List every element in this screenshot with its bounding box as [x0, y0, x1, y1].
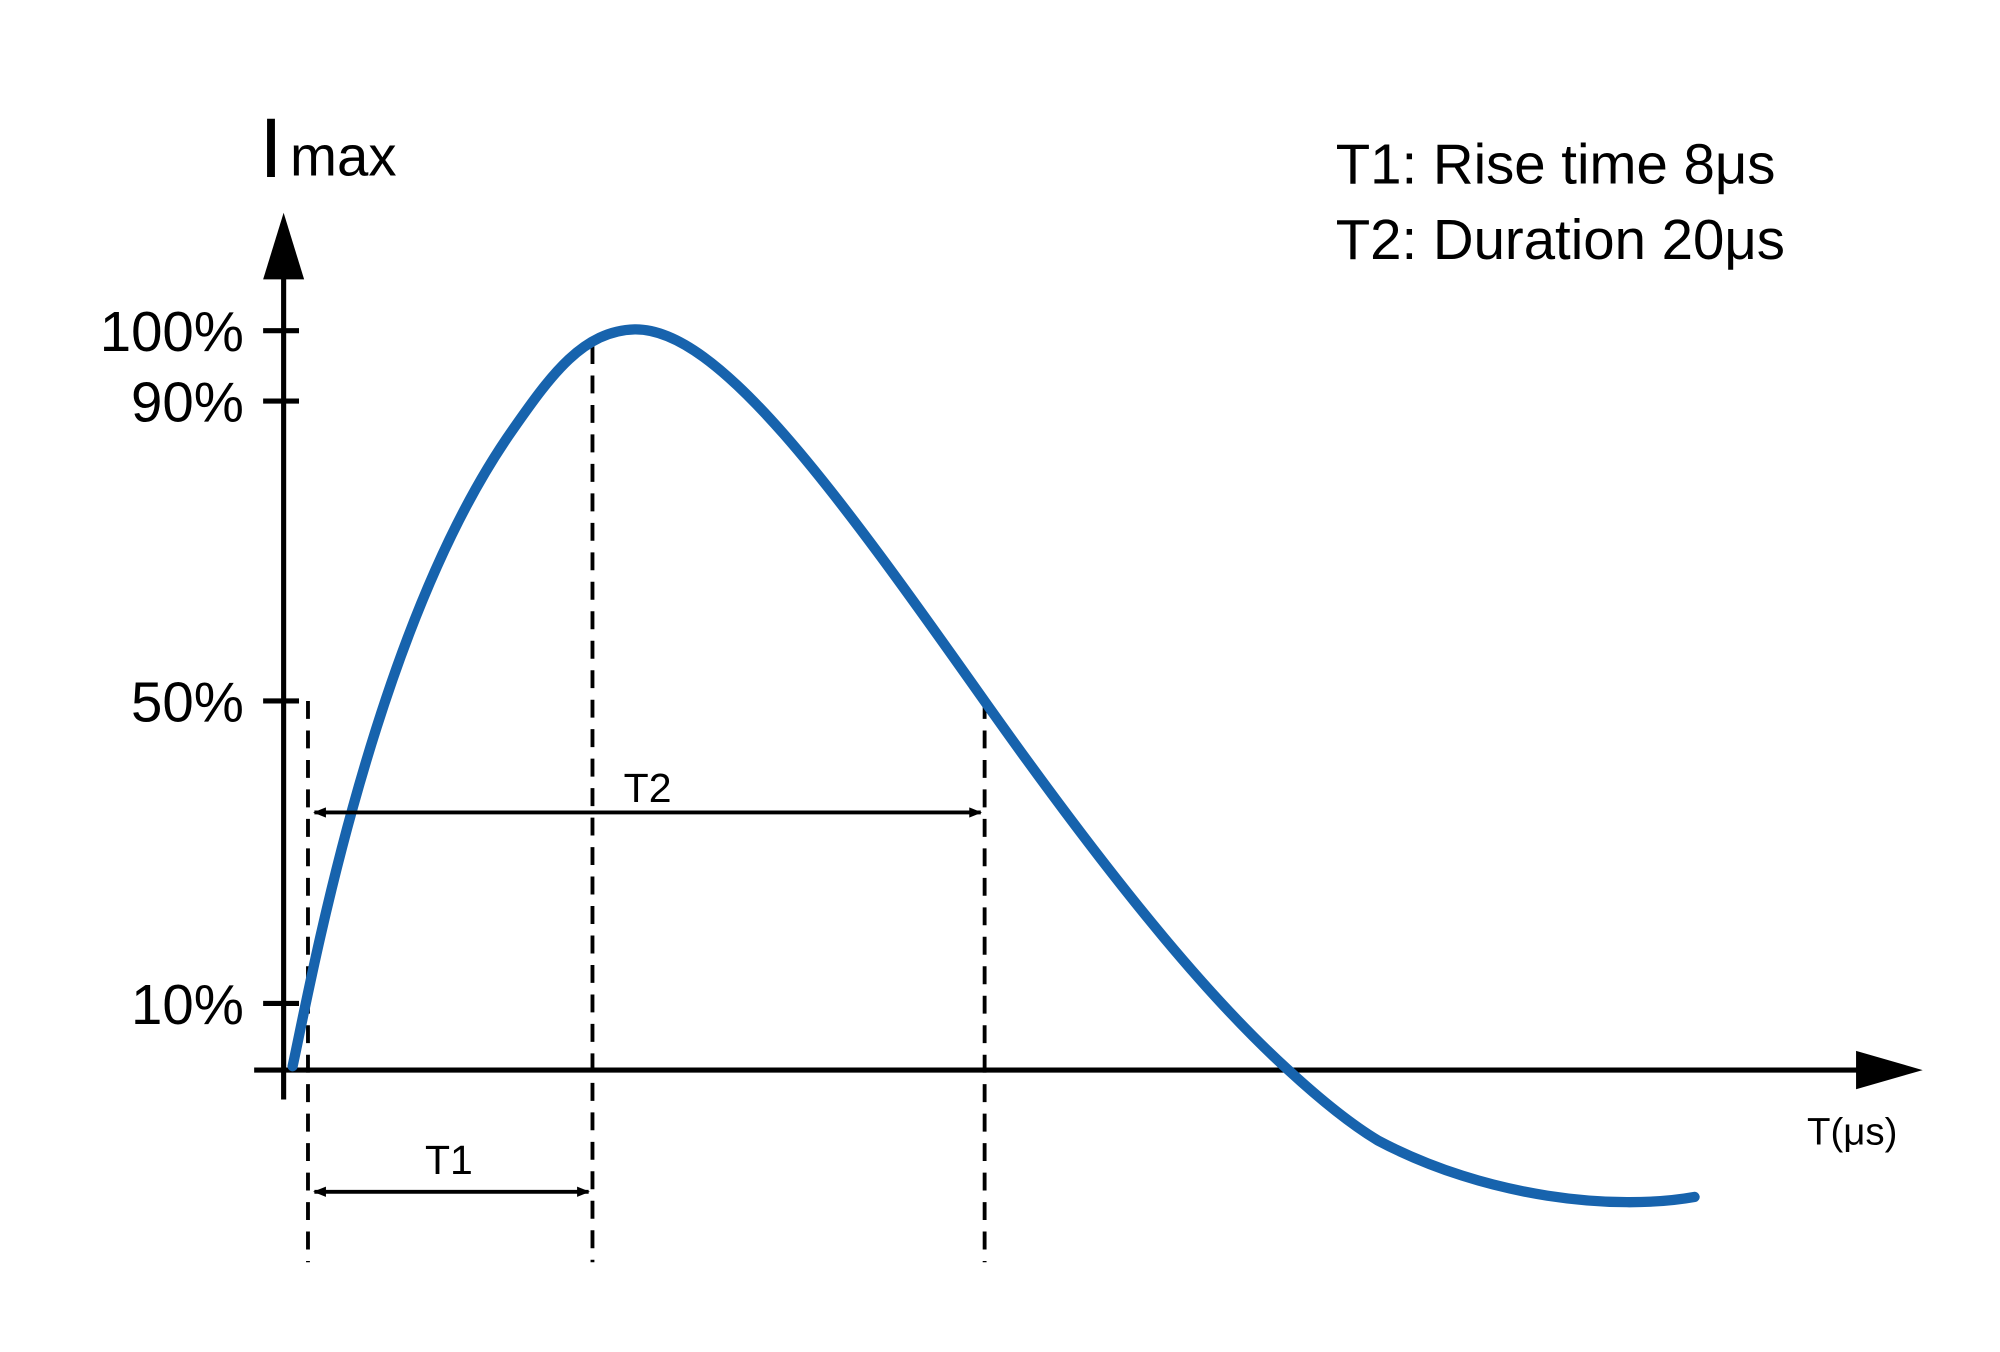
y-ticks: 100% 90% 50% 10%	[100, 300, 300, 1036]
waveform	[287, 324, 1700, 1208]
x-axis-label: T(μs)	[1807, 1110, 1897, 1153]
y-axis-symbol: I	[259, 100, 283, 195]
legend-text: T1: Rise time 8μs	[1336, 132, 1776, 195]
y-axis-subscript: max	[290, 125, 397, 188]
y-axis-arrow	[263, 212, 305, 280]
interval-label: T1	[425, 1137, 473, 1183]
x-axis-arrow	[1856, 1050, 1923, 1090]
legend-text: T2: Duration 20μs	[1336, 208, 1785, 271]
y-tick-label: 100%	[100, 300, 244, 363]
y-tick-label: 50%	[131, 670, 244, 733]
interval-label: T2	[624, 765, 672, 811]
y-tick-label: 10%	[131, 973, 244, 1036]
y-tick-label: 90%	[131, 371, 244, 434]
